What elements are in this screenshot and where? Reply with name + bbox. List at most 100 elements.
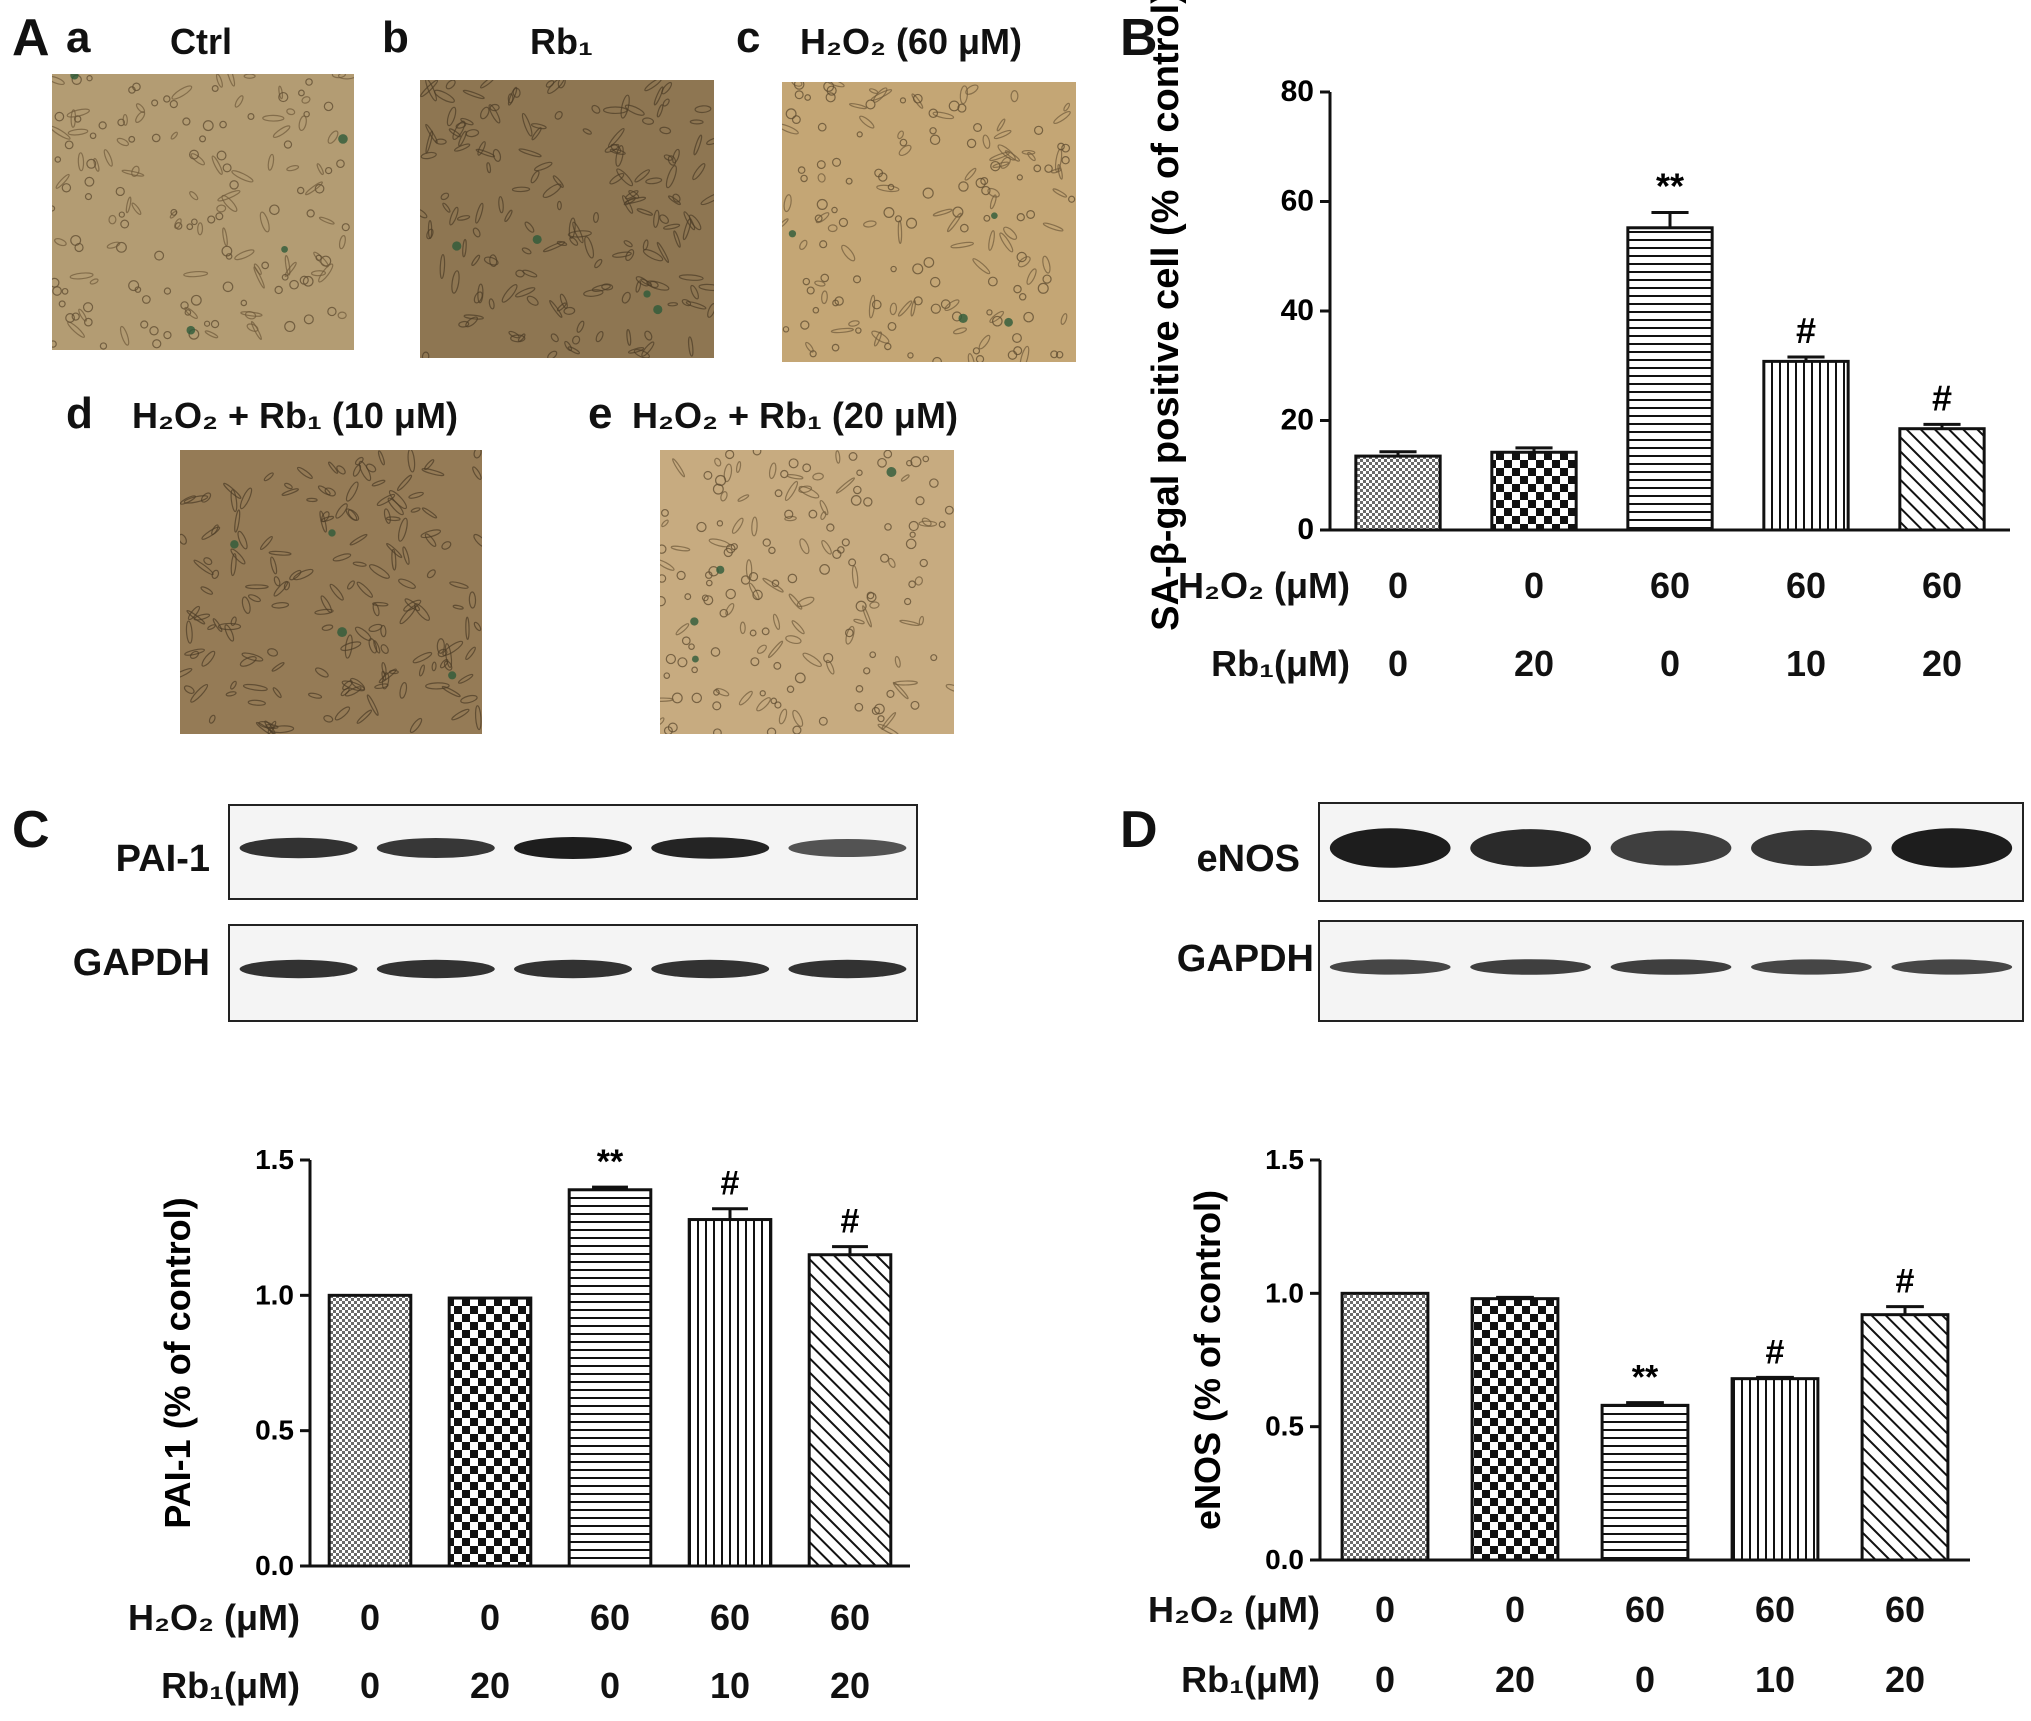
sa-beta-gal-stain xyxy=(958,313,968,324)
sa-beta-gal-stain xyxy=(691,655,699,663)
blot-band xyxy=(376,959,495,979)
sa-beta-gal-stain xyxy=(452,241,462,251)
panel-c-rb1-label: Rb₁(μM) xyxy=(161,1665,300,1706)
micrograph-background xyxy=(420,80,714,358)
bar xyxy=(1490,450,1578,532)
significance-marker: # xyxy=(841,1203,860,1241)
significance-marker: # xyxy=(721,1165,740,1203)
y-tick-label: 0.5 xyxy=(1265,1411,1304,1442)
cell-texture xyxy=(420,80,714,358)
sa-beta-gal-stain xyxy=(448,671,457,680)
bar xyxy=(1600,1403,1690,1562)
micrograph-background xyxy=(52,74,354,350)
panel-c-h2o2-label: H₂O₂ (μM) xyxy=(128,1597,300,1638)
h2o2-dose-value: 60 xyxy=(1649,565,1691,606)
blot-band xyxy=(239,837,358,859)
blot-band xyxy=(1610,830,1732,866)
h2o2-dose-value: 60 xyxy=(1624,1589,1666,1630)
chart-sa-beta-gal: SA-β-gal positive cell (% of control) 0 20… xyxy=(1145,0,2010,631)
rb1-dose-value: 0 xyxy=(1659,643,1681,684)
significance-marker: ** xyxy=(1656,165,1684,206)
significance-marker: ** xyxy=(1632,1359,1659,1397)
cell-texture xyxy=(52,74,354,350)
h2o2-dose-value: 60 xyxy=(829,1597,871,1638)
y-tick-label: 60 xyxy=(1281,185,1314,218)
panel-a-letter: A xyxy=(12,9,50,67)
micrograph-ctrl xyxy=(52,74,354,350)
panel-b-h2o2-label: H₂O₂ (μM) xyxy=(1178,565,1350,606)
micrograph-background xyxy=(660,450,954,734)
y-tick-label: 0.5 xyxy=(255,1415,294,1446)
blot-d-row2-label: GAPDH xyxy=(1176,938,1314,980)
sa-beta-gal-stain xyxy=(1004,317,1013,327)
significance-marker: # xyxy=(1896,1263,1915,1301)
rb1-dose-value: 0 xyxy=(1634,1659,1656,1700)
rb1-dose-value: 0 xyxy=(359,1665,381,1706)
cell-texture xyxy=(660,450,954,734)
rb1-dose-value: 20 xyxy=(1494,1659,1536,1700)
y-axis-label: PAI-1 (% of control) xyxy=(157,1197,198,1528)
sa-beta-gal-stain xyxy=(281,245,288,253)
rb1-dose-value: 20 xyxy=(469,1665,511,1706)
y-tick-label: 80 xyxy=(1281,75,1314,108)
image-c-title: H₂O₂ (60 μM) xyxy=(800,21,1023,62)
blot-band xyxy=(1891,959,2013,975)
rb1-dose-value: 10 xyxy=(1754,1659,1796,1700)
bar xyxy=(1470,1297,1560,1562)
h2o2-dose-value: 60 xyxy=(589,1597,631,1638)
y-axis-label: eNOS (% of control) xyxy=(1187,1190,1228,1530)
rb1-dose-value: 20 xyxy=(829,1665,871,1706)
blot-enos xyxy=(1318,802,2024,902)
chart-enos: eNOS (% of control) 0.0 0.5 1.0 1.5 ** # # xyxy=(1187,1144,1970,1575)
rb1-dose-value: 10 xyxy=(1785,643,1827,684)
micrograph-rb1 xyxy=(420,80,714,358)
blot-gapdh-c xyxy=(228,924,918,1022)
bar xyxy=(327,1293,413,1568)
image-a-title: Ctrl xyxy=(170,21,232,62)
bar xyxy=(567,1188,653,1568)
rb1-dose-value: 0 xyxy=(599,1665,621,1706)
panel-d-h2o2-label: H₂O₂ (μM) xyxy=(1148,1589,1320,1630)
image-d-title: H₂O₂ + Rb₁ (10 μM) xyxy=(132,395,458,436)
blot-pai1 xyxy=(228,804,918,900)
rb1-dose-value: 20 xyxy=(1884,1659,1926,1700)
micrograph-background xyxy=(180,450,482,734)
micrograph-background xyxy=(782,82,1076,362)
bar xyxy=(1626,226,1714,532)
h2o2-dose-value: 0 xyxy=(1387,565,1409,606)
h2o2-dose-value: 0 xyxy=(359,1597,381,1638)
sa-beta-gal-stain xyxy=(886,467,897,477)
image-d-sublabel: d xyxy=(66,389,93,438)
panel-c-letter: C xyxy=(12,801,50,859)
sa-beta-gal-stain xyxy=(337,627,348,638)
image-e-sublabel: e xyxy=(588,389,613,438)
h2o2-dose-value: 60 xyxy=(1884,1589,1926,1630)
sa-beta-gal-stain xyxy=(788,230,797,238)
bar xyxy=(1354,454,1442,532)
image-b-sublabel: b xyxy=(382,13,409,62)
blot-band xyxy=(1751,830,1872,866)
chart-pai1: PAI-1 (% of control) 0.0 0.5 1.0 1.5 ** # # xyxy=(157,1143,910,1581)
blot-band xyxy=(1891,828,2013,868)
bar xyxy=(1340,1291,1430,1562)
h2o2-dose-value: 0 xyxy=(1523,565,1545,606)
micrograph-h2o2 xyxy=(782,82,1076,362)
blot-band xyxy=(1329,828,1451,868)
bar xyxy=(1860,1313,1950,1562)
bar xyxy=(447,1296,533,1568)
image-b-title: Rb₁ xyxy=(530,21,593,62)
sa-beta-gal-stain xyxy=(991,212,998,219)
significance-marker: ** xyxy=(597,1143,624,1181)
blot-band xyxy=(1751,959,1872,975)
blot-band xyxy=(1329,959,1451,975)
sa-beta-gal-stain xyxy=(643,290,651,298)
panel-d-rb1-label: Rb₁(μM) xyxy=(1181,1659,1320,1700)
sa-beta-gal-stain xyxy=(230,540,239,549)
y-tick-label: 0.0 xyxy=(255,1550,294,1581)
image-e-title: H₂O₂ + Rb₁ (20 μM) xyxy=(632,395,958,436)
blot-band xyxy=(239,959,358,979)
bar xyxy=(1762,359,1850,532)
h2o2-dose-value: 0 xyxy=(1374,1589,1396,1630)
sa-beta-gal-stain xyxy=(532,234,542,245)
image-c-sublabel: c xyxy=(736,13,761,62)
